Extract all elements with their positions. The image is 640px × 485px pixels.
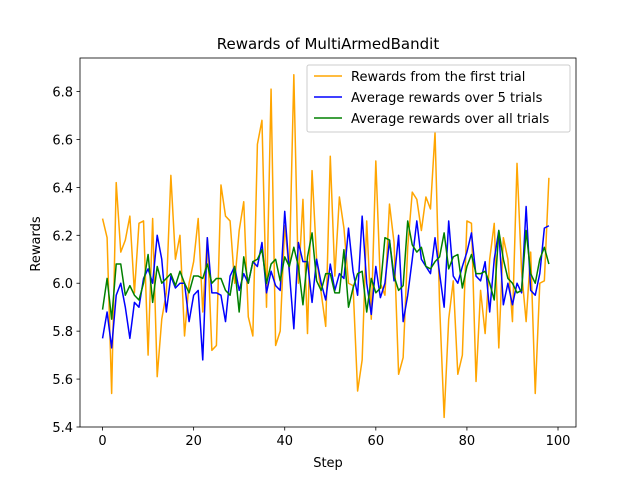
chart-title: Rewards of MultiArmedBandit (217, 35, 440, 53)
y-tick-label: 6.6 (52, 133, 73, 148)
legend-box (306, 64, 571, 133)
legend-label-1: Rewards from the first trial (351, 70, 525, 85)
y-tick-label: 6.8 (52, 86, 73, 101)
x-tick-label: 0 (98, 434, 106, 449)
y-tick-label: 5.6 (52, 373, 73, 388)
series-layer (101, 74, 550, 419)
x-tick-label: 40 (276, 434, 293, 449)
x-tick-label: 80 (459, 434, 476, 449)
legend-label-2: Average rewards over 5 trials (351, 91, 543, 106)
x-axis-label: Step (313, 456, 343, 471)
y-tick-label: 6.2 (52, 229, 73, 244)
y-tick-label: 6.4 (52, 181, 73, 196)
series-line-3 (101, 220, 550, 320)
legend-label-3: Average rewards over all trials (351, 112, 550, 127)
series-line-1 (101, 74, 550, 419)
y-tick-label: 5.8 (52, 325, 73, 340)
x-tick-label: 60 (368, 434, 385, 449)
legend: Rewards from the first trial Average rewa… (306, 64, 571, 133)
plot-frame (79, 57, 577, 428)
y-tick-label: 6.0 (52, 277, 73, 292)
series-line-2 (101, 205, 550, 361)
y-tick-label: 5.4 (52, 421, 73, 436)
x-tick-label: 20 (185, 434, 202, 449)
x-tick-label: 100 (546, 434, 571, 449)
y-axis-label: Rewards (29, 216, 44, 271)
axes-layer: 0 20 40 60 80 100 5.4 5.6 5.8 6.0 6.2 6.4 6.6 6.8 (52, 57, 577, 449)
